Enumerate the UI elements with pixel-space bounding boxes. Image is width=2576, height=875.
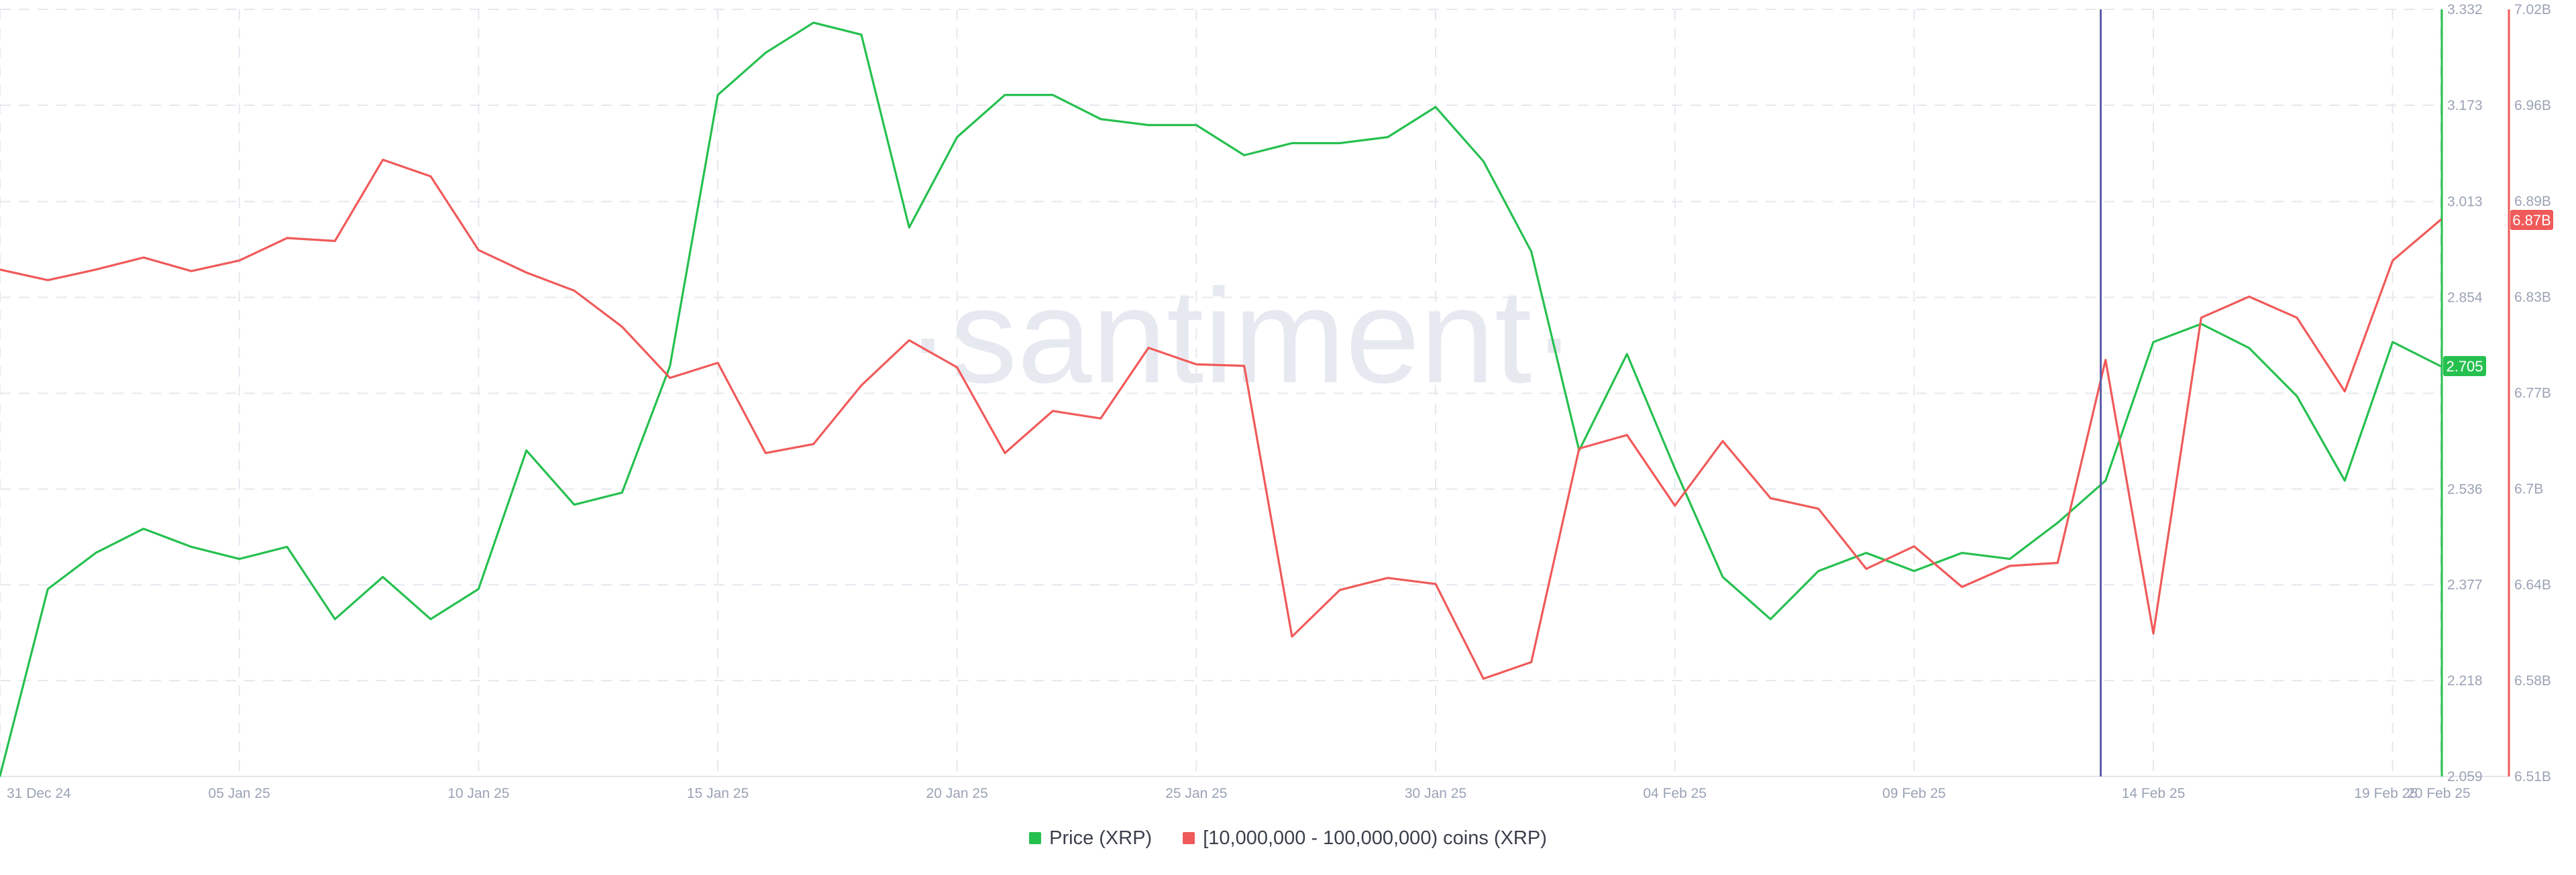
- price-value-badge-text: 2.705: [2446, 358, 2483, 375]
- holders-value-badge: [2510, 210, 2553, 231]
- x-tick-label: 20 Feb 25: [2407, 786, 2471, 801]
- x-tick-label: 04 Feb 25: [1643, 786, 1707, 801]
- x-tick-label: 20 Jan 25: [926, 786, 988, 801]
- x-tick-label: 19 Feb 25: [2354, 786, 2418, 801]
- holders-line: [0, 158, 2442, 680]
- right-y-axis: 6.51B 6.58B 6.64B 6.7B 6.77B 6.83B 6.89B 6.96B 7…: [2508, 2, 2551, 784]
- legend: Price (XRP) [10,000,000 - 100,000,000) c…: [0, 823, 2576, 853]
- right-y-tick-label: 6.83B: [2514, 290, 2551, 305]
- left-y-tick-label: 3.013: [2447, 194, 2483, 210]
- x-tick-label: 31 Dec 24: [7, 786, 71, 801]
- legend-item-holders[interactable]: [10,000,000 - 100,000,000) coins (XRP): [1183, 827, 1547, 850]
- right-y-tick-label: 6.89B: [2514, 194, 2551, 209]
- legend-label-holders: [10,000,000 - 100,000,000) coins (XRP): [1203, 827, 1547, 849]
- left-y-tick-label: 2.377: [2447, 577, 2483, 593]
- left-y-tick-label: 2.536: [2447, 481, 2483, 497]
- legend-swatch-price: [1029, 832, 1042, 844]
- x-axis: 31 Dec 24 05 Jan 25 10 Jan 25 15 Jan 25 20 J…: [7, 786, 2471, 801]
- right-y-tick-label: 7.02B: [2514, 2, 2551, 17]
- series: [0, 21, 2442, 777]
- left-y-axis: 2.059 2.218 2.377 2.536 2.854 3.013 3.173 3.332: [2440, 2, 2483, 784]
- legend-swatch-holders: [1183, 832, 1195, 844]
- legend-item-price[interactable]: Price (XRP): [1029, 827, 1152, 850]
- x-tick-label: 14 Feb 25: [2122, 786, 2186, 801]
- left-y-tick-label: 2.218: [2447, 673, 2483, 689]
- x-tick-label: 25 Jan 25: [1165, 786, 1227, 801]
- left-y-tick-label: 2.854: [2447, 290, 2483, 306]
- price-value-badge: [2443, 356, 2486, 377]
- price-line: [0, 21, 2442, 777]
- right-y-tick-label: 6.64B: [2514, 577, 2551, 593]
- holders-value-badge-text: 6.87B: [2512, 212, 2551, 229]
- x-tick-label: 10 Jan 25: [447, 786, 509, 801]
- legend-label-price: Price (XRP): [1049, 827, 1152, 849]
- right-y-tick-label: 6.77B: [2514, 386, 2551, 401]
- x-tick-label: 30 Jan 25: [1405, 786, 1466, 801]
- right-y-tick-label: 6.96B: [2514, 98, 2551, 113]
- left-y-tick-label: 3.173: [2447, 98, 2483, 113]
- x-tick-label: 05 Jan 25: [209, 786, 270, 801]
- x-tick-label: 15 Jan 25: [687, 786, 749, 801]
- left-y-tick-label: 3.332: [2447, 2, 2483, 17]
- left-y-tick-label: 2.059: [2447, 769, 2483, 784]
- right-y-tick-label: 6.58B: [2514, 673, 2551, 689]
- grid: [0, 9, 2509, 777]
- right-y-tick-label: 6.51B: [2514, 769, 2551, 784]
- x-tick-label: 09 Feb 25: [1882, 786, 1946, 801]
- value-badges: 2.705 6.87B: [2443, 210, 2553, 377]
- santiment-watermark: ·santiment·: [906, 261, 1576, 411]
- right-y-tick-label: 6.7B: [2514, 481, 2543, 497]
